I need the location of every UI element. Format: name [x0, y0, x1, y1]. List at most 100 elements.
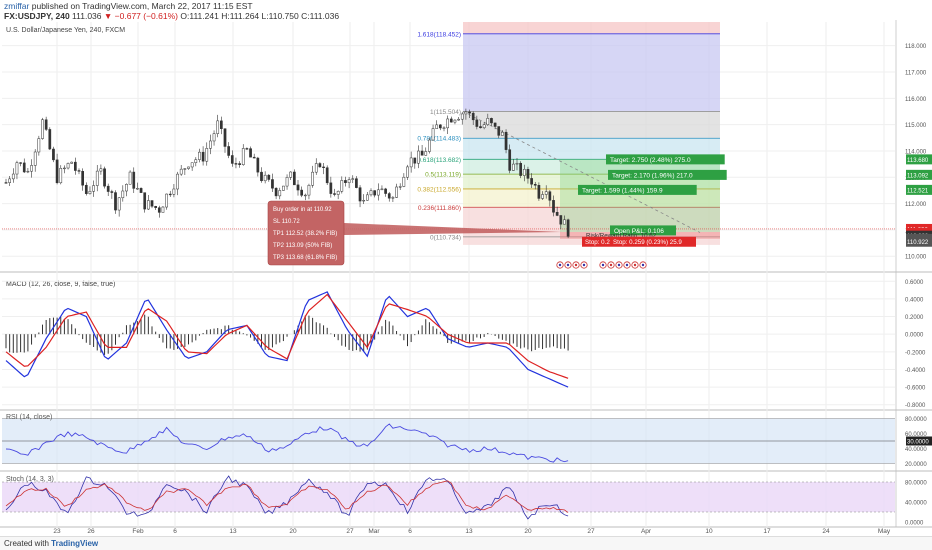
candle-body	[114, 192, 117, 211]
candle-body	[552, 200, 555, 213]
tradingview-brand[interactable]: TradingView	[51, 539, 99, 548]
candle-body	[446, 118, 449, 129]
candle-body	[59, 168, 63, 184]
candle-body	[555, 212, 559, 216]
candle-body	[230, 155, 234, 164]
x-tick-label: 10	[705, 528, 713, 535]
fib-band-top	[463, 22, 720, 34]
fib-band	[463, 138, 720, 160]
candle-body	[88, 191, 92, 194]
candle-body	[106, 185, 110, 192]
candle-body	[512, 163, 515, 171]
candle-body	[340, 180, 344, 192]
candle-body	[406, 166, 409, 178]
candle-body	[95, 170, 99, 186]
x-tick-label: 26	[87, 528, 95, 535]
candle-body	[238, 163, 241, 165]
candle-body	[263, 174, 267, 182]
note-line: TP2 113.09 (50% FIB)	[273, 243, 332, 249]
us-flag-icon-dot	[641, 263, 645, 267]
candle-body	[212, 133, 216, 142]
candle-body	[223, 128, 227, 147]
target-label-box	[608, 169, 727, 180]
candle-body	[245, 148, 249, 150]
candle-body	[336, 191, 340, 195]
stoch-title: Stoch (14, 3, 3)	[6, 476, 54, 483]
candle-body	[417, 150, 420, 164]
candle-body	[201, 151, 205, 162]
candle-body	[187, 166, 190, 169]
x-tick-label: 6	[408, 528, 412, 535]
candle-body	[252, 156, 256, 159]
note-box	[267, 200, 345, 266]
candle-body	[428, 139, 431, 152]
author-link[interactable]: zmiffar	[4, 1, 30, 11]
y-tick-label-main: 112.000	[905, 202, 927, 208]
candle-body	[442, 127, 446, 129]
candle-body	[373, 190, 376, 196]
price-axis-area	[896, 20, 932, 536]
target-label: Target: 2.750 (2.48%) 275.0	[610, 157, 691, 164]
candle-body	[143, 192, 147, 210]
candle-body	[183, 168, 187, 170]
price-tag-box	[906, 154, 932, 165]
candle-body	[110, 191, 114, 193]
candle-body	[508, 149, 512, 171]
candle-body	[526, 169, 530, 179]
candle-body	[380, 188, 384, 191]
candle-body	[11, 173, 15, 180]
candle-body	[52, 148, 55, 161]
candle-body	[267, 174, 271, 180]
close-value: C:111.036	[301, 11, 340, 21]
candle-body	[285, 177, 289, 187]
candle-body	[402, 176, 406, 187]
candle-body	[479, 126, 482, 129]
candle-body	[300, 189, 303, 196]
candle-body	[333, 193, 336, 195]
x-tick-label: 23	[53, 528, 61, 535]
price-tag-label: 112.521	[907, 188, 929, 194]
candle-body	[486, 118, 490, 125]
candle-body	[322, 166, 325, 168]
candle-body	[128, 171, 132, 185]
candle-body	[198, 151, 201, 160]
candle-body	[227, 146, 231, 156]
target-label: Target: 2.170 (1.96%) 217.0	[612, 172, 693, 179]
candle-body	[256, 157, 260, 173]
candle-body	[395, 186, 398, 198]
candle-body	[541, 194, 544, 199]
x-tick-label: 27	[346, 528, 354, 535]
candle-body	[125, 183, 128, 192]
price-tag-box	[906, 184, 932, 195]
candle-body	[519, 162, 522, 176]
candle-body	[8, 178, 12, 183]
candle-body	[409, 157, 413, 168]
candle-body	[533, 183, 537, 186]
candle-body	[4, 182, 8, 184]
candle-body	[194, 159, 198, 163]
candle-body	[453, 119, 457, 123]
candle-body	[132, 171, 136, 189]
candle-body	[548, 191, 552, 201]
candle-body	[358, 187, 362, 202]
y-tick-label-stoch: 0.0000	[905, 521, 924, 527]
y-tick-label-main: 116.000	[905, 97, 927, 103]
created-with-text: Created with	[4, 539, 49, 548]
note-pointer	[344, 223, 562, 235]
x-tick-label: Feb	[132, 528, 144, 535]
macd-title: MACD (12, 26, close, 9, false, true)	[6, 281, 115, 288]
candle-body	[566, 219, 570, 237]
target-label-box	[578, 184, 697, 195]
y-tick-label-main: 117.000	[905, 71, 927, 77]
x-tick-label: 13	[465, 528, 473, 535]
candle-body	[30, 165, 33, 172]
candle-body	[176, 173, 179, 190]
fib-label: 1.618(118.452)	[417, 31, 461, 38]
candle-body	[139, 188, 143, 193]
candle-body	[314, 163, 318, 173]
low-value: L:110.750	[261, 11, 299, 21]
target-label: Target: 1.599 (1.44%) 159.9	[582, 187, 663, 194]
candle-body	[249, 148, 252, 158]
